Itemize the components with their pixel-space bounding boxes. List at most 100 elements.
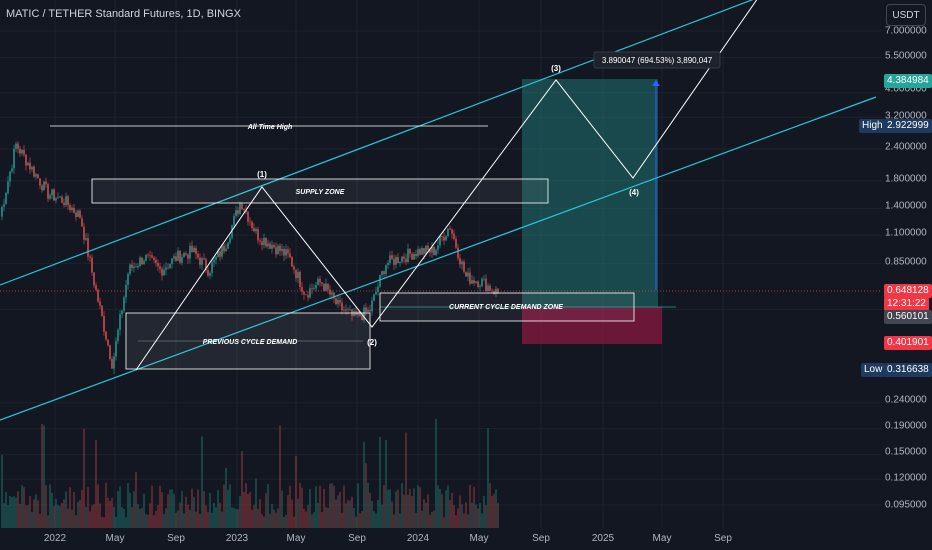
channel-upper-line[interactable]: [0, 0, 757, 286]
candle-body: [377, 286, 379, 292]
current-demand-zone[interactable]: [379, 292, 635, 322]
candle-body: [411, 253, 413, 260]
volume-bar: [57, 505, 59, 528]
candle-body: [187, 254, 189, 259]
candle-body: [209, 273, 211, 276]
volume-bar: [175, 512, 177, 528]
candle-body: [393, 258, 395, 265]
candle-body: [173, 256, 175, 259]
candle-body: [33, 166, 35, 177]
volume-bars: [1, 418, 499, 528]
candle-body: [235, 210, 237, 216]
volume-bar: [5, 492, 7, 528]
candle-body: [127, 273, 129, 285]
volume-bar: [153, 515, 155, 528]
entry-price-tag: 0.560101: [884, 310, 932, 324]
volume-bar: [441, 494, 443, 528]
candle-body: [57, 197, 59, 199]
volume-bar: [319, 485, 321, 528]
candle-body: [335, 298, 337, 305]
volume-bar: [399, 513, 401, 528]
volume-bar: [121, 507, 123, 528]
candle-body: [219, 251, 221, 257]
channel-lower-line[interactable]: [0, 96, 877, 421]
candle-body: [215, 257, 217, 260]
candle-body: [441, 236, 443, 238]
volume-bar: [167, 494, 169, 528]
volume-bar: [483, 495, 485, 528]
volume-bar: [275, 512, 277, 528]
high-value-tag: 2.922999: [884, 119, 932, 133]
candle-body: [17, 143, 19, 149]
candle-body: [167, 267, 169, 269]
wave-projection[interactable]: [135, 0, 758, 371]
volume-bar: [351, 496, 353, 528]
candle-body: [1, 206, 3, 217]
volume-bar: [255, 478, 257, 528]
volume-bar: [183, 513, 185, 528]
candle-body: [291, 257, 293, 267]
volume-bar: [305, 511, 307, 528]
volume-bar: [413, 488, 415, 528]
y-tick: 5.500000: [885, 50, 927, 62]
candle-body: [39, 178, 41, 186]
volume-bar: [419, 487, 421, 528]
volume-bar: [369, 492, 371, 528]
currency-button[interactable]: USDT: [886, 4, 926, 26]
supply-zone[interactable]: [91, 178, 549, 204]
candle-body: [283, 248, 285, 256]
candle-body: [131, 264, 133, 268]
candle-body: [71, 207, 73, 211]
volume-bar: [429, 514, 431, 528]
candle-body: [379, 275, 381, 287]
y-tick: 3.200000: [885, 110, 927, 122]
candle-body: [371, 300, 373, 312]
candle-body: [479, 286, 481, 287]
candle-body: [151, 255, 153, 258]
candle-body: [261, 241, 263, 246]
volume-bar: [493, 494, 495, 528]
volume-bar: [55, 498, 57, 528]
candle-body: [309, 288, 311, 298]
candle-body: [369, 309, 371, 312]
volume-bar: [69, 487, 71, 528]
candle-body: [301, 286, 303, 292]
candle-body: [327, 283, 329, 290]
volume-bar: [295, 455, 297, 528]
volume-bar: [291, 499, 293, 528]
volume-bar: [475, 504, 477, 528]
candle-body: [175, 256, 177, 261]
volume-bar: [479, 503, 481, 528]
x-tick: Sep: [348, 533, 366, 544]
volume-bar: [235, 509, 237, 528]
volume-bar: [333, 485, 335, 528]
volume-bar: [463, 513, 465, 528]
volume-bar: [465, 502, 467, 528]
volume-bar: [443, 517, 445, 528]
volume-bar: [437, 485, 439, 528]
volume-bar: [401, 483, 403, 528]
candle-body: [315, 284, 317, 289]
candle-body: [145, 254, 147, 261]
candle-body: [163, 269, 165, 276]
candle-body: [93, 272, 95, 286]
volume-bar: [109, 500, 111, 528]
volume-bar: [213, 502, 215, 528]
volume-bar: [193, 497, 195, 528]
volume-bar: [87, 487, 89, 528]
candle-body: [423, 248, 425, 254]
x-tick: May: [286, 533, 306, 544]
candle-body: [305, 294, 307, 296]
volume-bar: [21, 485, 23, 528]
volume-bar: [27, 505, 29, 528]
candle-body: [185, 253, 187, 255]
volume-bar: [301, 487, 303, 528]
candle-body: [487, 285, 489, 292]
volume-bar: [159, 485, 161, 528]
candle-body: [203, 258, 205, 260]
volume-bar: [141, 507, 143, 528]
candle-body: [181, 257, 183, 263]
volume-bar: [381, 504, 383, 528]
volume-bar: [365, 463, 367, 528]
